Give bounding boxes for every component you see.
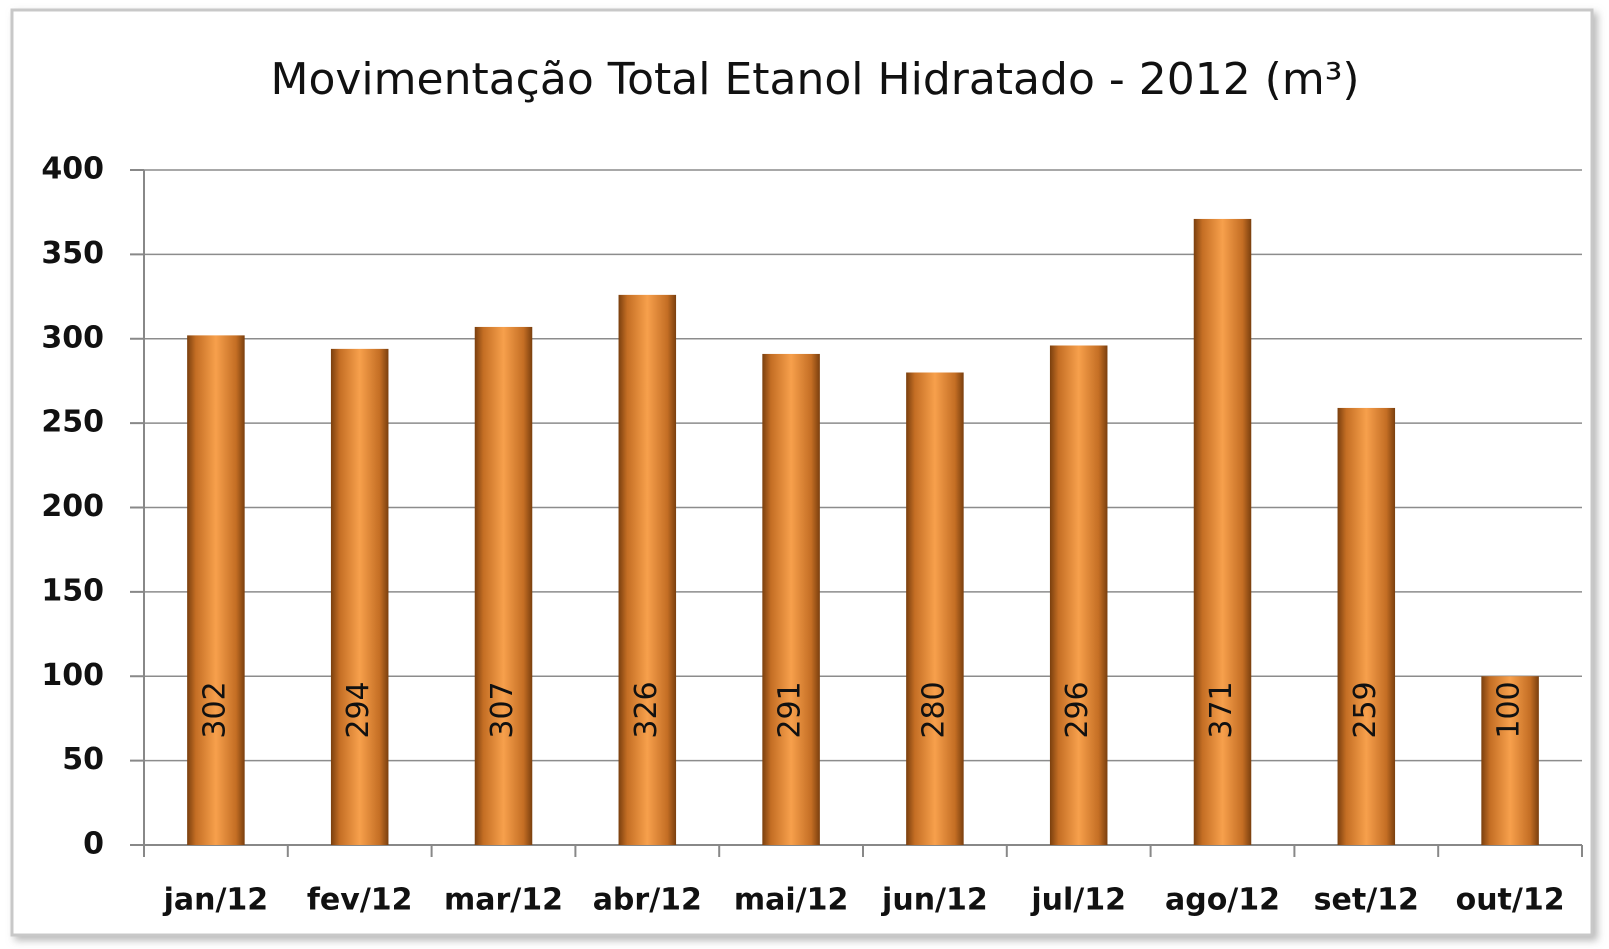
value-label: 100 xyxy=(1492,681,1527,738)
chart-title: Movimentação Total Etanol Hidratado - 20… xyxy=(270,54,1359,105)
value-label: 371 xyxy=(1204,681,1239,738)
y-tick-label: 0 xyxy=(83,827,104,862)
value-label: 296 xyxy=(1060,681,1095,738)
value-label: 280 xyxy=(916,681,951,738)
bar xyxy=(1193,218,1252,845)
value-label: 259 xyxy=(1348,681,1383,738)
y-tick-label: 100 xyxy=(41,658,104,693)
x-tick-label: set/12 xyxy=(1314,883,1419,918)
bar xyxy=(1481,676,1539,845)
bar xyxy=(330,348,389,845)
x-tick-label: fev/12 xyxy=(307,883,413,918)
x-tick-label: out/12 xyxy=(1456,883,1565,918)
x-tick-label: mar/12 xyxy=(444,883,563,918)
value-label: 326 xyxy=(629,681,664,738)
x-tick-label: abr/12 xyxy=(593,883,702,918)
y-tick-label: 50 xyxy=(62,742,104,777)
bar xyxy=(1049,345,1108,845)
value-label: 307 xyxy=(485,681,520,738)
x-tick-label: ago/12 xyxy=(1165,883,1280,918)
bar xyxy=(1337,407,1396,845)
bar xyxy=(618,294,677,845)
x-tick-label: jan/12 xyxy=(163,883,269,918)
y-tick-label: 200 xyxy=(41,489,104,524)
value-label: 302 xyxy=(197,681,232,738)
bar xyxy=(906,372,964,845)
bar xyxy=(474,326,533,845)
x-tick-label: mai/12 xyxy=(734,883,849,918)
y-tick-label: 400 xyxy=(41,152,104,187)
x-tick-label: jun/12 xyxy=(881,883,988,918)
y-tick-label: 350 xyxy=(41,236,104,271)
y-tick-label: 250 xyxy=(41,405,104,440)
bar xyxy=(187,335,245,845)
value-label: 291 xyxy=(773,681,808,738)
y-tick-label: 150 xyxy=(41,573,104,608)
value-label: 294 xyxy=(341,681,376,738)
x-tick-label: jul/12 xyxy=(1030,883,1126,918)
y-tick-label: 300 xyxy=(41,320,104,355)
bar xyxy=(762,353,820,845)
